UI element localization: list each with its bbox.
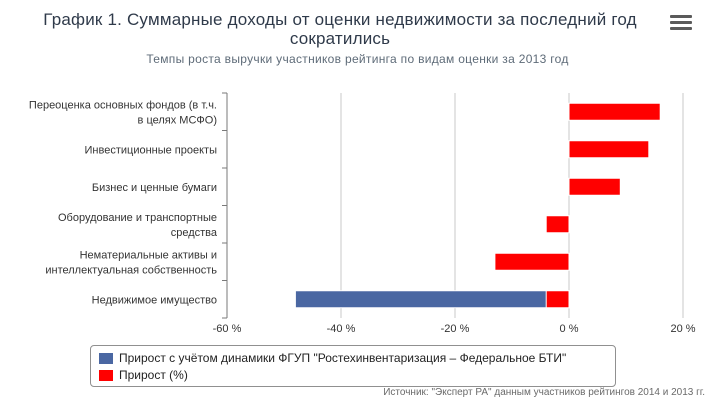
legend-label-red: Прирост (%) (119, 368, 188, 382)
bar-chart: Переоценка основных фондов (в т.ч. в целя… (29, 92, 696, 335)
legend-swatch-red (99, 369, 113, 381)
bar-series1-cat3 (545, 215, 570, 234)
legend-item-blue-series[interactable]: Прирост с учётом динамики ФГУП "Ростехин… (99, 350, 566, 366)
bar-series1-cat1 (568, 140, 650, 159)
legend: Прирост с учётом динамики ФГУП "Ростехин… (90, 345, 616, 387)
bar-series0-cat5 (294, 290, 570, 309)
chart-subtitle: Темпы роста выручки участников рейтинга … (146, 52, 569, 66)
bar-series1-cat2 (568, 177, 621, 196)
x-tick-label-0: -60 % (213, 323, 242, 335)
hamburger-menu-icon[interactable] (670, 15, 692, 35)
chart-title-line2: сократились (289, 29, 391, 48)
x-tick-label-2: -20 % (441, 323, 470, 335)
chart-title-line1: График 1. Суммарные доходы от оценки нед… (43, 10, 637, 29)
category-label-5: Недвижимое имущество (92, 294, 217, 306)
category-label-2: Бизнес и ценные бумаги (92, 182, 217, 194)
source-note: Источник: "Эксперт РА" данным участников… (383, 387, 705, 398)
chart-title: График 1. Суммарные доходы от оценки нед… (0, 10, 680, 48)
category-label-0: Переоценка основных фондов (в т.ч. в целя… (29, 99, 217, 126)
x-tick-label-3: 0 % (560, 323, 579, 335)
bar-series1-cat0 (568, 102, 661, 121)
category-label-3: Оборудование и транспортные средства (58, 212, 218, 239)
legend-item-red-series[interactable]: Прирост (%) (99, 367, 188, 383)
bar-series1-cat5 (545, 290, 570, 309)
legend-label-blue: Прирост с учётом динамики ФГУП "Ростехин… (119, 351, 567, 365)
category-label-4: Нематериальные активы и интеллектуальная … (45, 249, 217, 276)
bar-series1-cat4 (494, 252, 570, 271)
x-tick-label-1: -40 % (327, 323, 356, 335)
category-label-1: Инвестиционные проекты (85, 144, 218, 156)
legend-swatch-blue (99, 352, 113, 364)
x-tick-label-4: 20 % (670, 323, 695, 335)
